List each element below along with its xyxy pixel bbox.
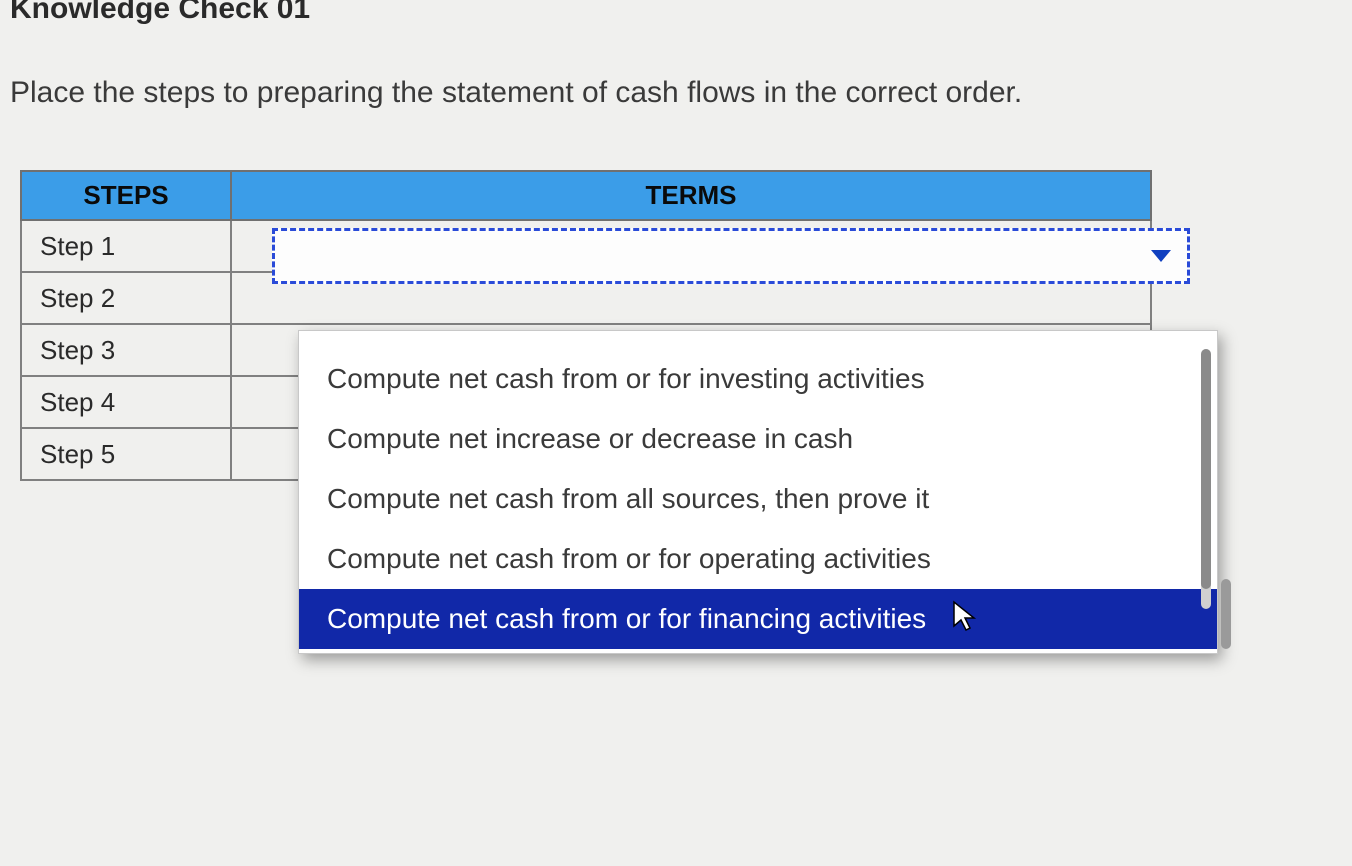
- instruction-text: Place the steps to preparing the stateme…: [0, 66, 1352, 110]
- step-label: Step 4: [21, 376, 231, 428]
- chevron-down-icon: [1151, 250, 1171, 262]
- dropdown-options-list: Compute net cash from or for investing a…: [298, 330, 1218, 654]
- scrollbar-thumb[interactable]: [1201, 349, 1211, 589]
- scrollbar-thumb-outer[interactable]: [1221, 579, 1231, 649]
- step-label: Step 1: [21, 220, 231, 272]
- dropdown-option[interactable]: Compute net increase or decrease in cash: [299, 409, 1217, 469]
- step-label: Step 3: [21, 324, 231, 376]
- dropdown-option[interactable]: Compute net cash from or for operating a…: [299, 529, 1217, 589]
- exercise-area: STEPS TERMS Step 1 Step 2 Step 3 Step 4: [20, 170, 1352, 481]
- page-heading: Knowledge Check 01: [0, 0, 1352, 26]
- step-label: Step 2: [21, 272, 231, 324]
- dropdown-option[interactable]: Compute net cash from or for financing a…: [299, 589, 1217, 649]
- column-header-terms: TERMS: [231, 171, 1151, 220]
- dropdown-option[interactable]: Compute net cash from or for investing a…: [299, 349, 1217, 409]
- step-label: Step 5: [21, 428, 231, 480]
- dropdown-select-step1[interactable]: [272, 228, 1190, 284]
- dropdown-option[interactable]: Compute net cash from all sources, then …: [299, 469, 1217, 529]
- column-header-steps: STEPS: [21, 171, 231, 220]
